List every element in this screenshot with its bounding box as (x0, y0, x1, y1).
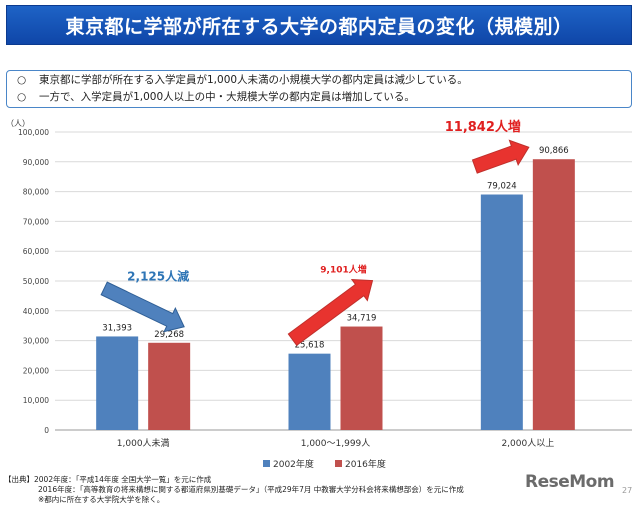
summary-line-1: ○ 東京都に学部が所在する入学定員が1,000人未満の小規模大学の都内定員は減少… (17, 72, 621, 89)
data-label: 90,866 (539, 146, 569, 156)
x-tick-label: 1,000人未満 (117, 437, 170, 449)
increase-arrow-icon-shape (471, 139, 530, 174)
resemom-logo: ReseMom (525, 472, 615, 492)
data-label: 25,618 (295, 341, 325, 351)
source-note: 【出典】2002年度：「平成14年度 全国大学一覧」を元に作成 2016年度：「… (4, 475, 504, 505)
y-tick-label: 90,000 (23, 158, 49, 167)
y-tick-label: 70,000 (23, 217, 49, 226)
data-label: 29,268 (154, 330, 184, 340)
legend-swatch (335, 460, 342, 467)
bar-2016 (340, 326, 383, 430)
legend-label: 2002年度 (273, 458, 314, 470)
y-tick-label: 100,000 (18, 128, 49, 137)
page-title: 東京都に学部が所在する大学の都内定員の変化（規模別） (65, 15, 573, 38)
y-tick-label: 50,000 (23, 277, 49, 286)
source-line-1: 【出典】2002年度：「平成14年度 全国大学一覧」を元に作成 (4, 475, 212, 484)
title-bar: 東京都に学部が所在する大学の都内定員の変化（規模別） (6, 5, 632, 45)
annotation-label: 11,842人増 (445, 119, 521, 135)
summary-text-1: 東京都に学部が所在する入学定員が1,000人未満の小規模大学の都内定員は減少して… (39, 74, 468, 86)
annotation-label: 9,101人増 (320, 264, 366, 276)
bar-2002 (96, 336, 139, 430)
data-label: 34,719 (347, 314, 377, 324)
bar-chart: （人） 0 10,000 20,000 30,000 40,000 50,000 60,000… (6, 119, 632, 470)
y-tick-label: 40,000 (23, 307, 49, 316)
summary-text-2: 一方で、入学定員が1,000人以上の中・大規模大学の都内定員は増加している。 (39, 91, 415, 103)
y-axis-unit: （人） (6, 119, 30, 128)
y-tick-label: 10,000 (23, 396, 49, 405)
bar-2016 (532, 159, 575, 431)
y-tick-label: 20,000 (23, 366, 49, 375)
source-line-2: 2016年度：「高等教育の将来構想に関する都道府県別基礎データ」（平成29年7月… (38, 485, 464, 494)
data-label: 31,393 (102, 323, 132, 333)
bar-2002 (480, 194, 523, 430)
y-tick-label: 80,000 (23, 188, 49, 197)
legend-swatch (263, 460, 270, 467)
summary-box: ○ 東京都に学部が所在する入学定員が1,000人未満の小規模大学の都内定員は減少… (6, 70, 632, 108)
increase-arrow-icon-shape (287, 279, 374, 346)
data-label: 79,024 (487, 182, 517, 192)
bullet-circle-icon: ○ (17, 74, 27, 86)
legend-label: 2016年度 (345, 458, 386, 470)
bullet-circle-icon: ○ (17, 91, 27, 103)
y-tick-label: 30,000 (23, 337, 49, 346)
page-number: 27 (622, 486, 633, 495)
summary-line-2: ○ 一方で、入学定員が1,000人以上の中・大規模大学の都内定員は増加している。 (17, 89, 621, 106)
x-tick-label: 2,000人以上 (501, 438, 554, 449)
increase-arrow-icon (471, 139, 530, 174)
bar-2016 (148, 342, 191, 430)
annotation-label: 2,125人減 (127, 268, 189, 283)
source-line-3: ※都内に所在する大学院大学を除く。 (38, 495, 165, 504)
increase-arrow-icon (287, 279, 374, 346)
x-tick-label: 1,000〜1,999人 (301, 438, 371, 449)
decrease-arrow-icon (100, 281, 185, 333)
y-tick-label: 0 (44, 426, 49, 435)
decrease-arrow-icon-shape (100, 281, 185, 333)
y-tick-label: 60,000 (23, 247, 49, 256)
bar-2002 (288, 353, 331, 430)
